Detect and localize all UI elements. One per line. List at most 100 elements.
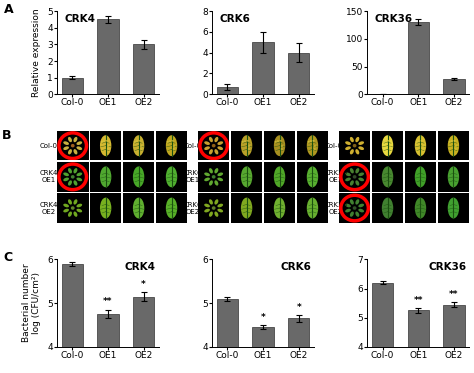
- Ellipse shape: [76, 146, 82, 150]
- Text: CRK4: CRK4: [64, 14, 95, 23]
- Circle shape: [281, 145, 283, 147]
- Ellipse shape: [356, 168, 359, 173]
- Ellipse shape: [204, 178, 210, 181]
- Text: CRK4
OE1: CRK4 OE1: [39, 170, 58, 184]
- Circle shape: [353, 175, 356, 179]
- Ellipse shape: [358, 146, 364, 150]
- Bar: [408, 22, 429, 94]
- Ellipse shape: [218, 172, 223, 176]
- Ellipse shape: [73, 180, 77, 186]
- Ellipse shape: [76, 178, 82, 181]
- Circle shape: [353, 144, 356, 147]
- Circle shape: [421, 148, 424, 150]
- Circle shape: [140, 145, 142, 147]
- Ellipse shape: [68, 168, 72, 173]
- Ellipse shape: [204, 209, 210, 212]
- Circle shape: [314, 145, 316, 147]
- Circle shape: [385, 140, 387, 142]
- Circle shape: [415, 141, 418, 142]
- Ellipse shape: [350, 137, 354, 142]
- Ellipse shape: [345, 172, 351, 176]
- Ellipse shape: [307, 166, 318, 187]
- Ellipse shape: [356, 199, 359, 204]
- Circle shape: [242, 141, 244, 142]
- Bar: [443, 305, 465, 373]
- Ellipse shape: [382, 135, 393, 156]
- Ellipse shape: [63, 178, 69, 181]
- Ellipse shape: [204, 204, 210, 207]
- Circle shape: [71, 144, 74, 147]
- Ellipse shape: [63, 204, 69, 207]
- Ellipse shape: [382, 198, 393, 219]
- Ellipse shape: [350, 168, 354, 173]
- Circle shape: [274, 141, 277, 142]
- Circle shape: [71, 175, 74, 179]
- Circle shape: [310, 140, 312, 142]
- Ellipse shape: [382, 166, 393, 187]
- Circle shape: [246, 140, 249, 142]
- Text: **: **: [413, 296, 423, 305]
- Text: Col-0: Col-0: [39, 142, 57, 149]
- Ellipse shape: [415, 135, 426, 156]
- Ellipse shape: [209, 180, 213, 186]
- Circle shape: [281, 148, 283, 150]
- Ellipse shape: [415, 166, 426, 187]
- Circle shape: [169, 140, 171, 142]
- Text: Col-0: Col-0: [325, 142, 343, 149]
- Ellipse shape: [345, 204, 351, 207]
- Ellipse shape: [356, 149, 359, 154]
- Circle shape: [455, 148, 457, 150]
- Circle shape: [134, 141, 136, 142]
- Ellipse shape: [214, 149, 219, 154]
- Bar: [372, 283, 393, 373]
- Ellipse shape: [63, 172, 69, 176]
- Text: *: *: [296, 303, 301, 312]
- Ellipse shape: [100, 198, 111, 219]
- Ellipse shape: [63, 141, 69, 145]
- Ellipse shape: [76, 172, 82, 176]
- Ellipse shape: [63, 209, 69, 212]
- Circle shape: [173, 148, 175, 150]
- Ellipse shape: [214, 199, 219, 204]
- Ellipse shape: [204, 141, 210, 145]
- Ellipse shape: [68, 211, 72, 217]
- Ellipse shape: [345, 178, 351, 181]
- Ellipse shape: [307, 135, 318, 156]
- Ellipse shape: [209, 199, 213, 204]
- Ellipse shape: [350, 211, 354, 217]
- Text: CRK6: CRK6: [280, 262, 311, 272]
- Ellipse shape: [100, 166, 111, 187]
- Bar: [62, 264, 83, 373]
- Bar: [133, 297, 155, 373]
- Circle shape: [312, 140, 315, 142]
- Circle shape: [172, 140, 173, 142]
- Text: CRK4: CRK4: [125, 262, 156, 272]
- Ellipse shape: [204, 146, 210, 150]
- Ellipse shape: [241, 166, 252, 187]
- Ellipse shape: [73, 168, 77, 173]
- Ellipse shape: [350, 180, 354, 186]
- Circle shape: [279, 140, 282, 142]
- Text: B: B: [2, 129, 12, 142]
- Ellipse shape: [68, 137, 72, 142]
- Ellipse shape: [214, 211, 219, 217]
- Circle shape: [136, 140, 138, 142]
- Ellipse shape: [218, 178, 223, 181]
- Circle shape: [212, 206, 216, 210]
- Ellipse shape: [415, 198, 426, 219]
- Ellipse shape: [274, 166, 285, 187]
- Text: CRK36: CRK36: [428, 262, 466, 272]
- Ellipse shape: [345, 146, 351, 150]
- Text: CRK36
OE2: CRK36 OE2: [325, 201, 347, 214]
- Ellipse shape: [358, 172, 364, 176]
- Y-axis label: Relative expression: Relative expression: [32, 9, 41, 97]
- Ellipse shape: [209, 168, 213, 173]
- Circle shape: [314, 148, 316, 150]
- Circle shape: [422, 145, 424, 147]
- Text: Col-0: Col-0: [183, 142, 201, 149]
- Circle shape: [140, 148, 142, 150]
- Circle shape: [212, 175, 216, 179]
- Ellipse shape: [73, 199, 77, 204]
- Circle shape: [166, 141, 169, 142]
- Ellipse shape: [345, 209, 351, 212]
